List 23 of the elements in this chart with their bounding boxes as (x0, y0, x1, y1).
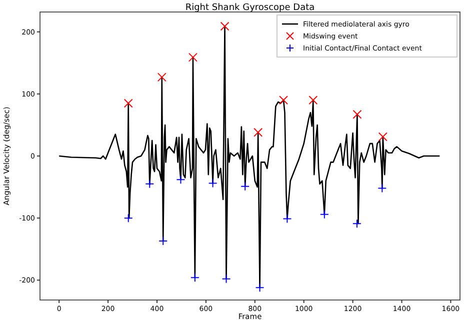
point (176, 175, 186, 184)
point (158, 236, 168, 246)
point (157, 72, 166, 82)
point (352, 219, 362, 228)
point (124, 98, 133, 108)
chart-title: Right Shank Gyroscope Data (185, 3, 315, 13)
point (320, 210, 329, 219)
point (220, 22, 230, 31)
point (190, 273, 200, 282)
point (308, 96, 318, 105)
point (282, 214, 292, 224)
point (124, 214, 133, 223)
point (222, 274, 231, 284)
point (254, 128, 263, 137)
point (208, 178, 218, 188)
point (378, 132, 388, 142)
point (279, 96, 288, 105)
point (378, 184, 387, 193)
point (188, 52, 198, 62)
point (255, 283, 264, 292)
point (145, 179, 154, 188)
point (352, 110, 362, 119)
point (240, 182, 250, 191)
